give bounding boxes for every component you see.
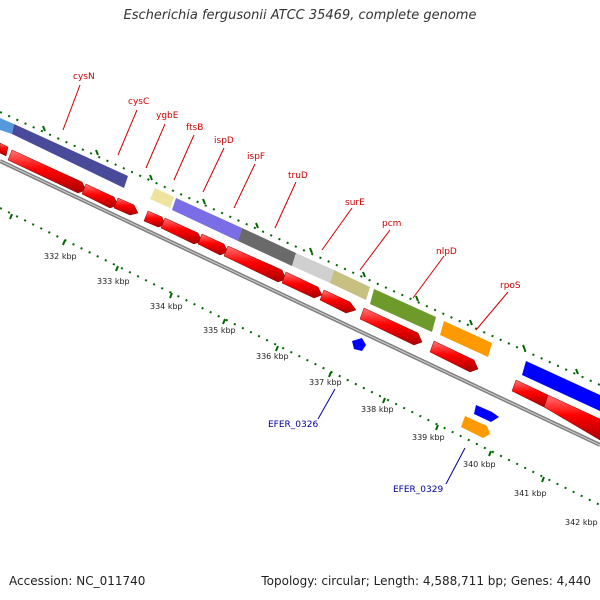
kbp-label: 334 kbp — [150, 302, 183, 311]
cds-arrow — [81, 183, 119, 209]
band-cysN — [12, 124, 128, 188]
gene-label[interactable]: cysC — [128, 97, 149, 107]
kbp-label: 333 kbp — [97, 277, 130, 286]
gene-label[interactable]: ftsB — [186, 123, 203, 133]
gene-label[interactable]: ispF — [247, 152, 265, 162]
feature-EFER_0329-orange — [461, 416, 490, 438]
gene-label[interactable]: cysN — [73, 72, 95, 82]
kbp-label: 340 kbp — [463, 460, 496, 469]
kbp-label: 342 kbp — [565, 518, 598, 527]
label-connectors-top — [62, 84, 509, 331]
cds-arrow — [281, 271, 323, 299]
feature-EFER_0329-blue — [474, 405, 499, 422]
gene-label[interactable]: pcm — [382, 219, 401, 229]
feature-EFER_0326 — [352, 338, 366, 351]
band-cyan — [0, 118, 14, 134]
cds-arrow — [7, 149, 87, 194]
gene-label[interactable]: surE — [345, 198, 365, 208]
kbp-label: 339 kbp — [412, 433, 445, 442]
kbp-label: 341 kbp — [514, 489, 547, 498]
cds-arrow — [319, 289, 357, 314]
cds-arrow — [197, 233, 229, 256]
band-ftsB — [172, 198, 242, 241]
cds-arrow — [0, 142, 9, 157]
kbp-label: 335 kbp — [203, 326, 236, 335]
band-pcm — [440, 321, 492, 357]
topology-info: Topology: circular; Length: 4,588,711 bp… — [261, 574, 591, 588]
cds-arrow — [359, 307, 423, 346]
cds-arrow — [429, 340, 479, 373]
gene-band-track — [0, 118, 600, 411]
band-truD — [330, 270, 370, 300]
band-ygbE — [150, 188, 174, 208]
kbp-label: 338 kbp — [361, 405, 394, 414]
gene-label-efer[interactable]: EFER_0326 — [268, 420, 318, 430]
kbp-label: 332 kbp — [44, 252, 77, 261]
cds-arrow — [543, 394, 600, 441]
inner-tick-ruler — [0, 207, 600, 506]
cds-arrow — [223, 245, 287, 283]
kbp-label: 336 kbp — [256, 352, 289, 361]
gene-label[interactable]: rpoS — [500, 281, 521, 291]
band-rpoS — [522, 361, 600, 411]
map-title: Escherichia fergusonii ATCC 35469, compl… — [123, 8, 477, 23]
gene-label[interactable]: nlpD — [436, 247, 457, 257]
forward-cds-track — [0, 142, 600, 441]
band-surE — [370, 289, 436, 332]
kbp-label: 337 kbp — [309, 378, 342, 387]
inner-major-ticks — [9, 213, 545, 483]
bottom-gene-labels: EFER_0326 EFER_0329 — [268, 420, 443, 495]
band-ispF — [292, 253, 334, 283]
genome-backbone — [0, 159, 600, 447]
gene-label-efer[interactable]: EFER_0329 — [393, 485, 443, 495]
gene-label[interactable]: ispD — [214, 136, 234, 146]
gene-label[interactable]: ygbE — [156, 111, 179, 121]
cds-arrow — [143, 210, 166, 228]
accession-info: Accession: NC_011740 — [9, 574, 146, 588]
label-connectors-bottom — [317, 388, 466, 485]
outer-major-ticks — [42, 125, 579, 375]
top-gene-labels: cysN cysC ygbE ftsB ispD ispF truD surE … — [73, 72, 521, 291]
cds-arrow — [113, 197, 139, 216]
kbp-scale-labels: 332 kbp 333 kbp 334 kbp 335 kbp 336 kbp … — [44, 252, 598, 527]
reverse-features — [352, 338, 499, 438]
gene-label[interactable]: truD — [288, 171, 308, 181]
band-ispD — [238, 228, 296, 266]
cds-arrow — [160, 217, 203, 245]
outer-tick-ruler — [0, 111, 600, 386]
